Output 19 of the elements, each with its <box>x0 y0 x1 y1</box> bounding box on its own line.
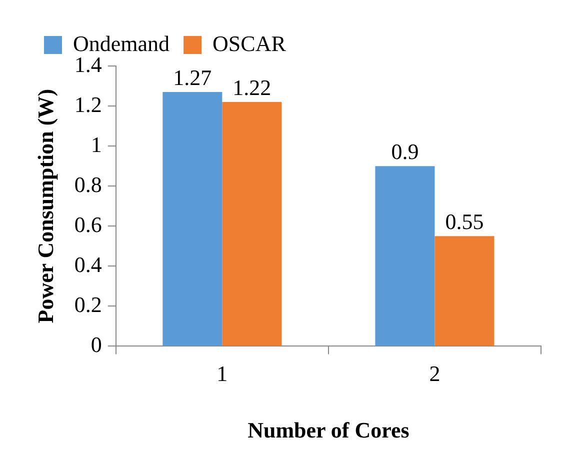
data-label: 0.9 <box>391 138 419 164</box>
bar <box>222 102 282 346</box>
bar <box>162 92 222 346</box>
y-axis-title: Power Consumption (W) <box>32 88 58 324</box>
data-label: 1.22 <box>232 74 272 100</box>
y-tick-label: 1 <box>90 132 102 157</box>
y-tick-label: 0.8 <box>74 172 102 197</box>
y-tick-label: 0.2 <box>74 292 102 317</box>
y-tick-label: 0.6 <box>74 212 102 237</box>
bar <box>434 236 494 346</box>
y-tick-label: 1.2 <box>74 92 102 117</box>
bar <box>375 166 435 346</box>
legend-label: OSCAR <box>212 30 286 56</box>
x-tick-label: 2 <box>429 361 440 386</box>
data-label: 0.55 <box>445 208 484 234</box>
x-axis-title: Number of Cores <box>248 417 410 442</box>
y-tick-label: 0.4 <box>74 252 102 277</box>
data-label: 1.27 <box>173 64 212 90</box>
y-tick-label: 0 <box>90 332 102 357</box>
